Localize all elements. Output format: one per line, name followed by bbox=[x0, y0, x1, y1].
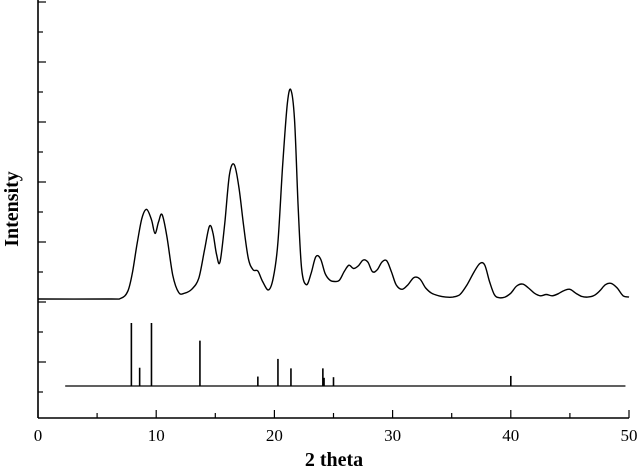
axes: 0 10 20 30 40 50 bbox=[34, 0, 638, 445]
x-tick-label: 0 bbox=[34, 426, 43, 445]
x-tick-label: 10 bbox=[148, 426, 165, 445]
reference-stick-pattern bbox=[65, 323, 626, 387]
x-tick-label: 50 bbox=[621, 426, 638, 445]
x-tick-label: 40 bbox=[502, 426, 519, 445]
measured-pattern bbox=[37, 88, 630, 300]
x-tick-label: 20 bbox=[266, 426, 283, 445]
y-axis-ticks bbox=[38, 1, 46, 393]
x-tick-label: 30 bbox=[384, 426, 401, 445]
x-axis-ticks: 0 10 20 30 40 50 bbox=[34, 410, 638, 445]
x-axis-title: 2 theta bbox=[305, 449, 363, 470]
series-line bbox=[37, 88, 630, 300]
y-axis-title: Intensity bbox=[1, 171, 23, 247]
